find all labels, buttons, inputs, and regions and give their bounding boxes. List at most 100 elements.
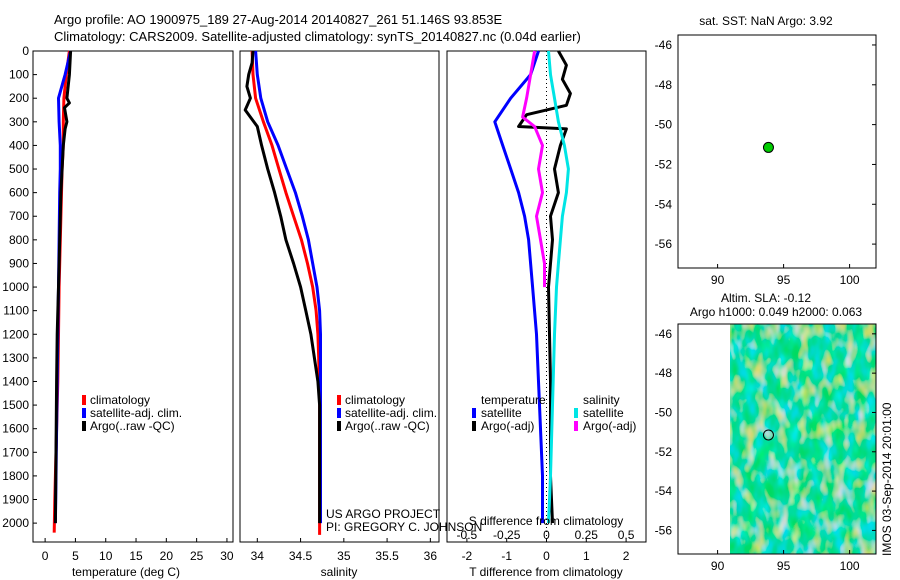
legend-swatch-satellite: [82, 408, 86, 418]
depth-tick-label: 1600: [2, 422, 29, 436]
secondary-tick-label: 0.25: [575, 528, 599, 542]
salinity-legend: climatology satellite-adj. clim. Argo(..…: [337, 393, 437, 433]
x-tick-label: 95: [777, 273, 791, 287]
x-tick-label: 15: [129, 549, 143, 563]
secondary-tick-label: -0.5: [457, 528, 478, 542]
series-line-temperature-satellite: [493, 50, 544, 524]
sla-heatmap-field: [730, 324, 876, 554]
series-line-argo-raw-qc: [243, 50, 322, 524]
imos-timestamp: IMOS 03-Sep-2014 20:01:00: [880, 402, 894, 556]
x-tick-label: 100: [840, 559, 860, 573]
depth-tick-label: 800: [9, 233, 29, 247]
x-tick-label: 10: [99, 549, 113, 563]
x-tick-label: 0: [42, 549, 49, 563]
y-tick-label: -52: [655, 157, 673, 171]
x-tick-label: 90: [711, 273, 725, 287]
y-tick-label: -54: [655, 484, 673, 498]
temperature-plot-area: 0 5 10 15 20 25 30: [42, 50, 234, 563]
legend-label-sal-satellite: satellite: [583, 406, 624, 420]
depth-tick-label: 200: [9, 91, 29, 105]
temperature-xlabel: temperature (deg C): [72, 565, 180, 579]
depth-tick-label: 1400: [2, 374, 29, 388]
legend-label-argo: Argo(..raw -QC): [90, 419, 175, 433]
y-tick-label: -48: [655, 366, 673, 380]
depth-tick-label: 1800: [2, 469, 29, 483]
x-tick-label: 100: [840, 273, 860, 287]
legend-swatch-climatology: [337, 395, 341, 405]
climatology-subtitle: Climatology: CARS2009. Satellite-adjuste…: [54, 29, 581, 44]
sst-map-title: sat. SST: NaN Argo: 3.92: [699, 14, 833, 28]
legend-heading-temperature: temperature: [481, 393, 546, 407]
depth-tick-label: 1700: [2, 445, 29, 459]
x-tick-label: 35: [337, 549, 351, 563]
x-tick-label: -2: [462, 549, 473, 563]
legend-label-temp-satellite: satellite: [481, 406, 522, 420]
legend-swatch-sal-argo: [574, 421, 578, 431]
y-tick-label: -56: [655, 237, 673, 251]
legend-label-temp-argo: Argo(-adj): [481, 419, 534, 433]
depth-tick-label: 1300: [2, 351, 29, 365]
difference-secondary-xlabel: S difference from climatology: [469, 514, 624, 528]
depth-tick-label: 2000: [2, 516, 29, 530]
sst-map-frame: [677, 34, 877, 269]
altim-title-line-1: Altim. SLA: -0.12: [721, 291, 811, 305]
legend-swatch-satellite: [337, 408, 341, 418]
legend-swatch-sal-satellite: [574, 408, 578, 418]
y-tick-label: -46: [655, 327, 673, 341]
difference-xlabel: T difference from climatology: [469, 565, 623, 579]
y-tick-label: -46: [655, 38, 673, 52]
profile-title: Argo profile: AO 1900975_189 27-Aug-2014…: [54, 12, 503, 27]
temperature-panel-frame: [32, 50, 234, 543]
x-tick-label: 30: [220, 549, 234, 563]
profile-location-marker: [762, 141, 774, 153]
difference-panel: -2 -1 0 1 2 S difference from climatology -0…: [446, 50, 647, 579]
legend-label-satellite: satellite-adj. clim.: [90, 406, 182, 420]
depth-tick-label: 1000: [2, 280, 29, 294]
salinity-panel: 34 34.5 35 35.5 36 salinity climatology sate…: [239, 50, 482, 579]
legend-label-climatology: climatology: [345, 393, 405, 407]
x-tick-label: 34.5: [289, 549, 313, 563]
legend-swatch-climatology: [82, 395, 86, 405]
series-line-salinity-argo-adj: [521, 50, 546, 288]
x-tick-label: 2: [623, 549, 630, 563]
y-tick-label: -50: [655, 405, 673, 419]
depth-tick-label: 700: [9, 209, 29, 223]
x-tick-label: 34: [251, 549, 265, 563]
secondary-tick-label: 0.5: [618, 528, 635, 542]
salinity-plot-area: 34 34.5 35 35.5 36: [243, 50, 438, 563]
sst-map-plot-area: 90 95 100 -46 -48 -50 -52 -54 -56: [655, 38, 876, 287]
difference-plot-area: -2 -1 0 1 2: [462, 50, 630, 563]
depth-tick-label: 900: [9, 256, 29, 270]
y-tick-label: -50: [655, 118, 673, 132]
altim-map-plot-area: 90 95 100 -46 -48 -50 -52 -54 -56: [655, 327, 876, 573]
depth-tick-label: 600: [9, 186, 29, 200]
altim-map-frame: [677, 323, 877, 555]
legend-label-argo: Argo(..raw -QC): [345, 419, 430, 433]
depth-tick-label: 500: [9, 162, 29, 176]
credit-line-1: US ARGO PROJECT: [326, 507, 441, 521]
x-tick-label: 95: [777, 559, 791, 573]
series-line-satellite-adj-clim: [254, 50, 322, 524]
x-tick-label: 35.5: [375, 549, 399, 563]
depth-tick-label: 400: [9, 138, 29, 152]
y-tick-label: -56: [655, 523, 673, 537]
depth-tick-label: 1100: [3, 304, 29, 318]
series-line-argo-raw-qc: [53, 50, 73, 524]
profile-location-marker: [762, 429, 774, 441]
x-tick-label: 90: [711, 559, 725, 573]
y-tick-label: -48: [655, 78, 673, 92]
depth-tick-label: 0: [22, 44, 29, 58]
x-tick-label: 25: [190, 549, 204, 563]
legend-swatch-temp-argo: [472, 421, 476, 431]
legend-swatch-argo: [337, 421, 341, 431]
secondary-tick-label: 0: [543, 528, 550, 542]
altim-title-line-2: Argo h1000: 0.049 h2000: 0.063: [690, 305, 862, 319]
depth-tick-label: 1200: [2, 327, 29, 341]
difference-panel-frame: [446, 50, 647, 543]
x-tick-label: 36: [424, 549, 438, 563]
depth-tick-label: 300: [9, 115, 29, 129]
difference-legend: temperature satellite Argo(-adj) salinit…: [472, 393, 636, 433]
series-line-salinity-satellite: [547, 50, 570, 524]
series-line-climatology: [250, 50, 322, 535]
